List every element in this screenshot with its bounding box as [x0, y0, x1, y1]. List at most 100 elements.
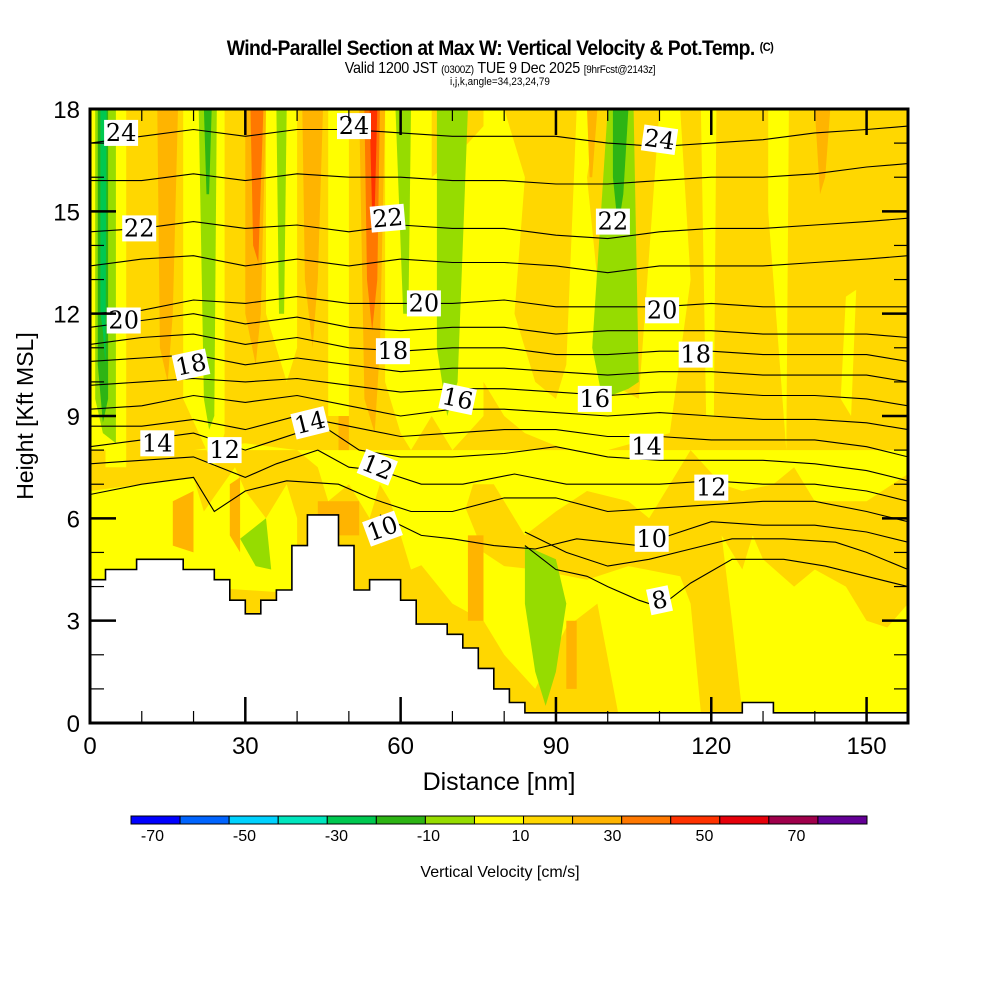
- theta-label: 22: [369, 203, 406, 234]
- theta-label-text: 20: [108, 307, 139, 335]
- theta-contour-line: [90, 415, 908, 458]
- theta-label-box: [634, 525, 669, 552]
- y-tick-label: 0: [67, 711, 80, 738]
- colorbar-swatch: [277, 815, 328, 825]
- velocity-region: [700, 109, 717, 416]
- velocity-region: [467, 535, 484, 621]
- y-tick-label: 3: [67, 609, 80, 636]
- theta-label-box: [577, 385, 612, 412]
- theta-label-text: 22: [371, 203, 404, 234]
- theta-label: 22: [122, 214, 157, 242]
- colorbar-swatch: [817, 815, 868, 825]
- theta-contours: [90, 125, 908, 608]
- theta-label-box: [106, 307, 141, 334]
- theta-label: 16: [438, 382, 477, 416]
- grid-info: i,j,k,angle=34,23,24,79: [450, 76, 550, 88]
- theta-label-box: [406, 290, 441, 317]
- theta-label-text: 22: [124, 214, 155, 242]
- theta-label: 14: [140, 429, 175, 457]
- theta-label-text: 12: [209, 436, 240, 464]
- theta-label-text: 18: [378, 337, 409, 365]
- colorbar-swatch: [670, 815, 721, 825]
- x-tick-label: 150: [847, 733, 887, 760]
- theta-contour-line: [90, 354, 908, 383]
- theta-label-text: 16: [440, 382, 476, 416]
- theta-contour-line: [524, 545, 908, 608]
- colorbar-tick-label: 70: [787, 828, 806, 845]
- theta-label-box: [438, 382, 477, 416]
- theta-contour-line: [90, 394, 908, 431]
- colorbar-swatch: [473, 815, 525, 825]
- theta-label-text: 12: [696, 474, 727, 502]
- velocity-region: [90, 443, 908, 570]
- velocity-region: [302, 109, 323, 348]
- theta-label-text: 20: [409, 289, 440, 317]
- theta-label: 8: [646, 585, 673, 616]
- theta-label-box: [207, 437, 242, 464]
- colorbar-tick-label: 10: [511, 828, 530, 845]
- colorbar-swatch: [130, 815, 181, 825]
- x-tick-label: 60: [387, 733, 414, 760]
- colorbar-tick-label: -10: [416, 828, 441, 845]
- valid-date: TUE 9 Dec 2025: [477, 60, 581, 77]
- x-tick-label: 30: [232, 733, 259, 760]
- velocity-region: [369, 109, 378, 219]
- theta-contour-line: [90, 476, 908, 523]
- theta-contour-line: [524, 531, 908, 571]
- colorbar-swatch: [621, 815, 672, 825]
- colorbar-tick-label: 30: [603, 828, 622, 845]
- colorbar: [130, 815, 868, 825]
- theta-label-text: 10: [636, 525, 667, 553]
- theta-label-text: 20: [647, 296, 678, 324]
- terrain-fill: [90, 514, 908, 723]
- forecast-info: [9hrFcst@2143z]: [583, 64, 656, 76]
- theta-label-text: 8: [649, 585, 670, 616]
- x-axis-label: Distance [nm]: [423, 768, 576, 796]
- valid-utc: (0300Z): [441, 64, 474, 76]
- theta-label-box: [595, 208, 630, 235]
- colorbar-swatch: [572, 815, 623, 825]
- theta-label: 10: [634, 525, 669, 553]
- theta-label-box: [122, 215, 157, 242]
- chart-title: Wind-Parallel Section at Max W: Vertical…: [40, 37, 960, 61]
- colorbar-tick-label: 50: [695, 828, 714, 845]
- theta-label-box: [645, 297, 680, 324]
- y-axis-label: Height [Kft MSL]: [12, 332, 38, 499]
- theta-label-text: 18: [173, 348, 209, 382]
- y-tick-label: 12: [53, 302, 80, 329]
- velocity-region: [814, 109, 831, 195]
- theta-label: 24: [640, 124, 679, 156]
- y-tick-label: 9: [67, 404, 80, 431]
- theta-label: 14: [629, 433, 664, 461]
- y-tick-label: 6: [67, 506, 80, 533]
- theta-label-box: [375, 338, 410, 365]
- x-tick-label: 120: [691, 733, 731, 760]
- theta-contour-line: [90, 163, 908, 185]
- colorbar-swatch: [326, 815, 377, 825]
- theta-contour-line: [379, 514, 908, 550]
- colorbar-tick-label: -30: [324, 828, 349, 845]
- theta-contour-line: [90, 125, 908, 148]
- velocity-region: [240, 518, 272, 570]
- velocity-region: [203, 109, 212, 195]
- velocity-region: [587, 109, 598, 178]
- theta-label-box: [369, 203, 406, 233]
- theta-label-box: [337, 113, 371, 140]
- theta-label-text: 14: [142, 429, 173, 457]
- colorbar-swatch: [523, 815, 574, 825]
- theta-label: 20: [645, 296, 680, 324]
- theta-contour-line: [90, 217, 908, 240]
- y-tick-label: 18: [53, 97, 80, 124]
- theta-label-box: [362, 510, 403, 547]
- theta-contour-line: [90, 255, 908, 274]
- colorbar-swatch: [424, 815, 475, 825]
- theta-contour-line: [90, 296, 908, 315]
- colorbar-swatch: [375, 815, 426, 825]
- velocity-region: [172, 491, 194, 553]
- theta-label-box: [678, 341, 713, 368]
- velocity-region: [840, 289, 857, 416]
- theta-label: 24: [104, 119, 139, 147]
- x-tick-label: 90: [543, 733, 570, 760]
- theta-label: 20: [106, 307, 141, 335]
